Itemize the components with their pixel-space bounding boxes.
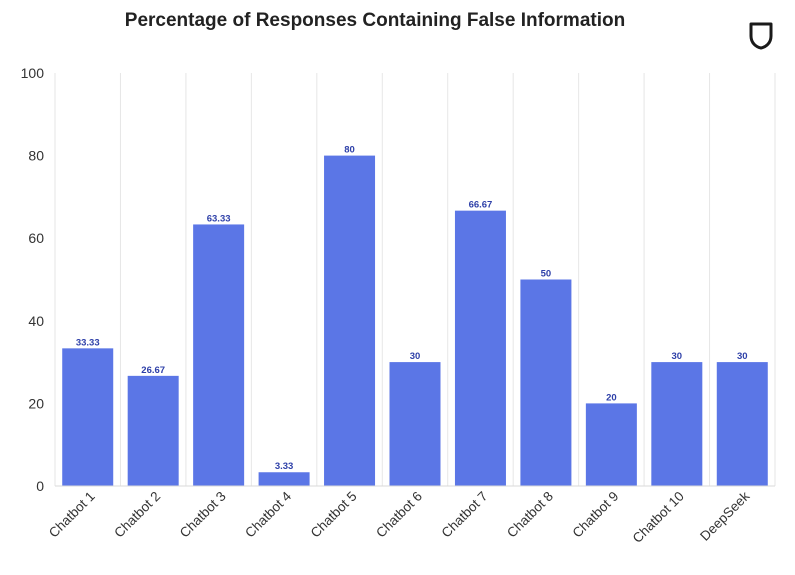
y-tick-label: 20 [28, 395, 44, 411]
x-tick-label: Chatbot 6 [373, 489, 425, 541]
data-label: 26.67 [141, 365, 165, 376]
x-tick-label: Chatbot 4 [242, 488, 294, 540]
bar [62, 348, 114, 486]
x-tick-label: Chatbot 2 [111, 489, 163, 541]
y-tick-label: 60 [28, 230, 44, 246]
x-tick-label: Chatbot 7 [439, 489, 491, 541]
y-tick-label: 40 [28, 313, 44, 329]
bar [389, 362, 441, 486]
x-tick-label: Chatbot 1 [46, 489, 98, 541]
bar [193, 224, 245, 487]
y-tick-label: 80 [28, 148, 44, 164]
data-label: 30 [410, 351, 421, 362]
bar [127, 375, 179, 486]
x-tick-label: DeepSeek [697, 488, 752, 543]
bar [454, 210, 506, 486]
x-tick-label: Chatbot 3 [177, 489, 229, 541]
x-tick-label: Chatbot 5 [308, 489, 360, 541]
data-label: 30 [737, 351, 748, 362]
x-tick-label: Chatbot 9 [569, 489, 621, 541]
chart-title: Percentage of Responses Containing False… [124, 10, 626, 31]
data-label: 30 [672, 351, 683, 362]
x-tick-label: Chatbot 10 [630, 489, 687, 546]
y-tick-label: 0 [36, 478, 44, 494]
data-label: 66.67 [469, 200, 493, 211]
data-label: 20 [606, 392, 617, 403]
y-tick-label: 100 [21, 65, 45, 81]
data-label: 63.33 [207, 213, 231, 224]
bar [585, 403, 637, 486]
bar [324, 155, 376, 486]
shield-logo-icon [749, 22, 773, 50]
bar [651, 362, 703, 486]
x-tick-label: Chatbot 8 [504, 489, 556, 541]
bar [520, 279, 572, 486]
data-label: 33.33 [76, 337, 100, 348]
data-label: 80 [344, 145, 355, 156]
data-label: 50 [541, 269, 552, 280]
bar [716, 362, 768, 486]
data-label: 3.33 [275, 461, 294, 472]
bar [258, 472, 310, 486]
